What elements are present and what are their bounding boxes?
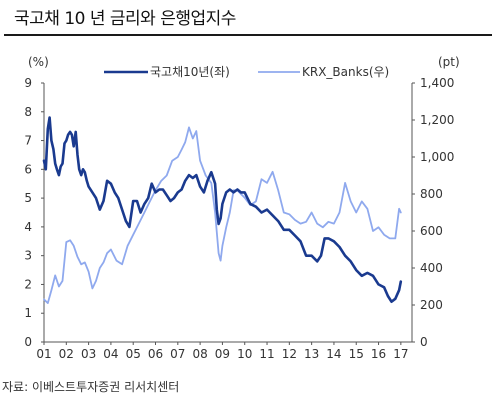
x-axis-tick-label: 05 — [126, 347, 141, 361]
right-axis-tick-label: 400 — [420, 261, 443, 275]
x-axis-tick-label: 14 — [326, 347, 341, 361]
right-axis-tick-label: 0 — [420, 335, 428, 349]
right-axis-tick-label: 200 — [420, 298, 443, 312]
left-axis-tick-label: 4 — [24, 220, 32, 234]
right-axis-tick-label: 600 — [420, 224, 443, 238]
left-axis-tick-label: 6 — [24, 162, 32, 176]
left-axis-tick-label: 3 — [24, 249, 32, 263]
x-axis-tick-label: 07 — [170, 347, 185, 361]
x-axis-tick-label: 02 — [59, 347, 74, 361]
title-divider — [4, 34, 492, 36]
x-axis-tick-label: 15 — [349, 347, 364, 361]
left-axis-tick-label: 8 — [24, 105, 32, 119]
left-axis-tick-label: 2 — [24, 277, 32, 291]
right-axis-tick-label: 1,400 — [420, 76, 454, 90]
x-axis-tick-label: 16 — [371, 347, 386, 361]
right-axis-unit: (pt) — [438, 55, 460, 69]
x-axis-tick-label: 06 — [148, 347, 163, 361]
x-axis-tick-label: 03 — [81, 347, 96, 361]
left-axis-tick-label: 1 — [24, 306, 32, 320]
x-axis-tick-label: 11 — [259, 347, 274, 361]
x-axis-tick-label: 12 — [282, 347, 297, 361]
left-axis-tick-label: 0 — [24, 335, 32, 349]
x-axis-tick-label: 08 — [192, 347, 207, 361]
left-axis-tick-label: 5 — [24, 191, 32, 205]
banks-series-line — [43, 126, 402, 305]
right-axis-tick-label: 1,000 — [420, 150, 454, 164]
source-note: 자료: 이베스트투자증권 리서치센터 — [2, 380, 180, 394]
line-chart: 012345678902004006008001,0001,2001,40001… — [24, 55, 460, 361]
left-axis-tick-label: 7 — [24, 134, 32, 148]
x-axis-tick-label: 01 — [36, 347, 51, 361]
x-axis-tick-label: 10 — [237, 347, 252, 361]
left-axis-unit: (%) — [28, 55, 49, 69]
x-axis-tick-label: 13 — [304, 347, 319, 361]
x-axis-tick-label: 09 — [215, 347, 230, 361]
left-axis-tick-label: 9 — [24, 76, 32, 90]
x-axis-tick-label: 04 — [103, 347, 118, 361]
rate-series-line — [42, 116, 403, 304]
x-axis-tick-label: 17 — [393, 347, 408, 361]
legend-rate-label: 국고채10년(좌) — [150, 65, 230, 79]
right-axis-tick-label: 800 — [420, 187, 443, 201]
chart-title: 국고채 10 년 금리와 은행업지수 — [14, 9, 236, 29]
legend-banks-label: KRX_Banks(우) — [302, 65, 389, 79]
right-axis-tick-label: 1,200 — [420, 113, 454, 127]
